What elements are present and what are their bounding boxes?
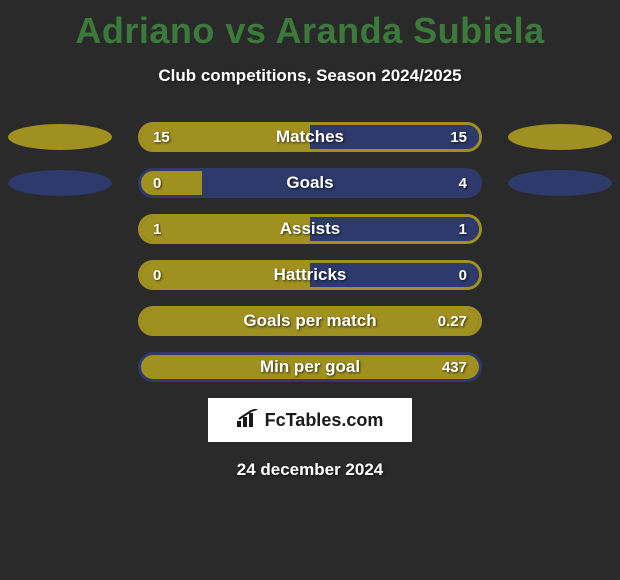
date-label: 24 december 2024 xyxy=(0,460,620,480)
player1-avatar xyxy=(8,124,112,150)
metric-value-player2: 1 xyxy=(447,217,479,241)
metric-bar: Hattricks0 0 xyxy=(138,260,482,290)
metric-label: Hattricks xyxy=(141,263,479,287)
metric-value-player1: 0 xyxy=(141,171,173,195)
metric-row: Goals0 4 xyxy=(0,168,620,198)
site-logo[interactable]: FcTables.com xyxy=(208,398,412,442)
player2-avatar xyxy=(508,124,612,150)
logo-text: FcTables.com xyxy=(265,410,384,431)
metric-value-player1: 0 xyxy=(141,263,173,287)
metric-row: Min per goal437 xyxy=(0,352,620,382)
metric-label: Goals xyxy=(141,171,479,195)
metric-row: Goals per match0.27 xyxy=(0,306,620,336)
chart-icon xyxy=(237,409,259,432)
comparison-chart: Matches1515Goals04Assists11Hattricks00Go… xyxy=(0,122,620,382)
metric-value-player2: 0.27 xyxy=(426,309,479,333)
metric-row: Assists1 1 xyxy=(0,214,620,244)
metric-value-player1: 1 xyxy=(141,217,173,241)
metric-label: Min per goal xyxy=(141,355,479,379)
metric-row: Matches15 15 xyxy=(0,122,620,152)
player2-avatar xyxy=(508,170,612,196)
metric-value-player1: 15 xyxy=(141,125,182,149)
metric-value-player2: 15 xyxy=(438,125,479,149)
metric-row: Hattricks0 0 xyxy=(0,260,620,290)
metric-value-player2: 4 xyxy=(447,171,479,195)
subtitle: Club competitions, Season 2024/2025 xyxy=(0,66,620,86)
player1-avatar xyxy=(8,170,112,196)
metric-value-player2: 437 xyxy=(430,355,479,379)
metric-bar: Goals per match0.27 xyxy=(138,306,482,336)
metric-bar: Goals0 4 xyxy=(138,168,482,198)
metric-label: Matches xyxy=(141,125,479,149)
metric-bar: Assists1 1 xyxy=(138,214,482,244)
metric-bar: Matches15 15 xyxy=(138,122,482,152)
metric-bar: Min per goal437 xyxy=(138,352,482,382)
metric-label: Assists xyxy=(141,217,479,241)
page-title: Adriano vs Aranda Subiela xyxy=(0,0,620,52)
metric-value-player2: 0 xyxy=(447,263,479,287)
